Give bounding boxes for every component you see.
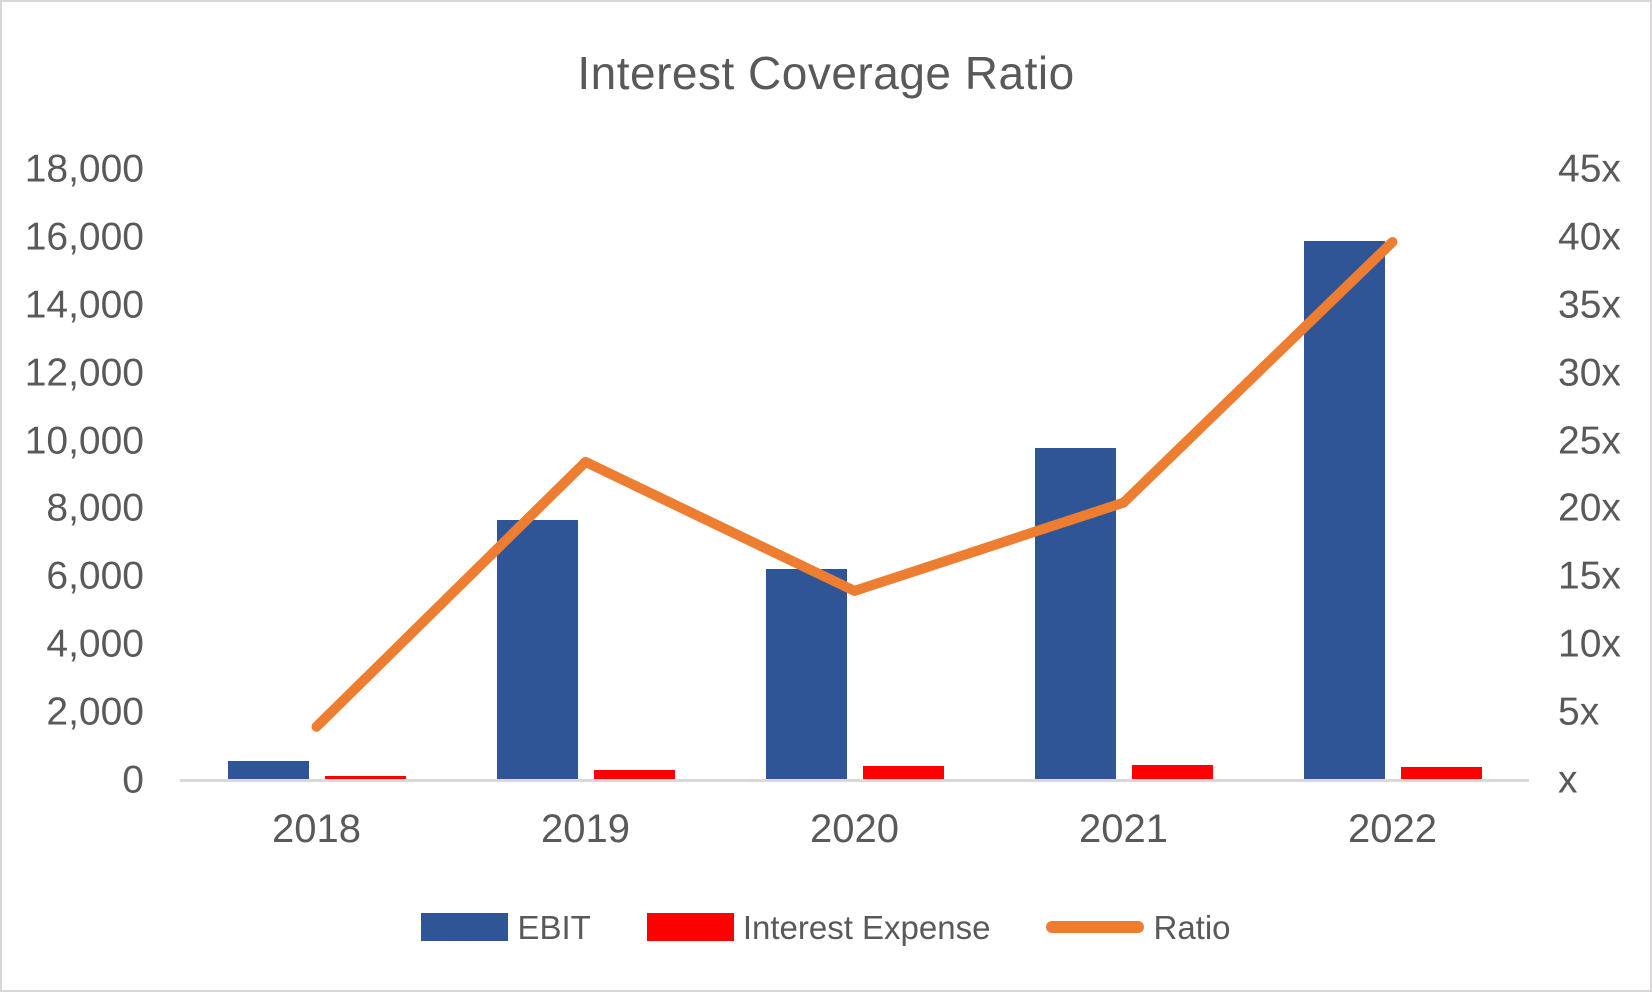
bar-interest-expense-2019: [593, 769, 675, 781]
left-axis-tick: 18,000: [24, 147, 144, 191]
left-axis-tick: 0: [122, 758, 144, 802]
bar-ebit-2019: [496, 519, 578, 781]
legend-swatch-bar-icon: [421, 913, 509, 941]
left-axis-tick: 8,000: [46, 487, 144, 531]
left-axis-tick: 10,000: [24, 419, 144, 463]
legend-item-ebit: EBIT: [421, 908, 591, 946]
bar-ebit-2021: [1034, 448, 1116, 781]
x-axis-label-2022: 2022: [1348, 807, 1437, 851]
right-axis-tick: 45x: [1558, 147, 1621, 191]
legend-label: EBIT: [517, 908, 591, 946]
bar-interest-expense-2022: [1400, 767, 1482, 781]
bar-interest-expense-2020: [862, 766, 944, 781]
right-axis-tick: 35x: [1558, 283, 1621, 327]
left-axis-tick: 2,000: [46, 690, 144, 734]
left-axis-tick: 14,000: [24, 283, 144, 327]
legend-label: Interest Expense: [742, 908, 991, 946]
x-axis-label-2020: 2020: [810, 807, 899, 851]
legend-label: Ratio: [1153, 908, 1231, 946]
ratio-line: [311, 236, 1398, 732]
right-axis-tick: 20x: [1558, 487, 1621, 531]
x-axis-label-2018: 2018: [272, 807, 361, 851]
right-axis-tick: x: [1558, 758, 1578, 802]
legend-swatch-line-icon: [1046, 921, 1145, 933]
right-axis-tick: 10x: [1558, 622, 1621, 666]
legend-item-ratio: Ratio: [1046, 908, 1231, 946]
x-axis-label-2021: 2021: [1079, 807, 1168, 851]
right-axis-tick: 15x: [1558, 555, 1621, 599]
x-axis-line: [180, 779, 1529, 782]
left-axis-tick: 6,000: [46, 555, 144, 599]
legend: EBIT Interest Expense Ratio: [2, 899, 1650, 955]
chart-title: Interest Coverage Ratio: [577, 47, 1075, 99]
bar-interest-expense-2021: [1131, 764, 1213, 781]
right-axis-tick: 30x: [1558, 351, 1621, 395]
left-axis-tick: 4,000: [46, 622, 144, 666]
bar-ebit-2022: [1303, 241, 1385, 781]
legend-item-interest-expense: Interest Expense: [646, 908, 991, 946]
left-axis-tick: 12,000: [24, 351, 144, 395]
right-axis-tick: 5x: [1558, 690, 1600, 734]
right-axis-tick: 40x: [1558, 215, 1621, 259]
left-axis-tick: 16,000: [24, 215, 144, 259]
legend-swatch-bar-icon: [646, 913, 734, 941]
bar-interest-expense-2018: [324, 775, 406, 781]
right-axis-tick: 25x: [1558, 419, 1621, 463]
x-axis-label-2019: 2019: [541, 807, 630, 851]
bar-ebit-2020: [765, 568, 847, 781]
bar-ebit-2018: [227, 760, 309, 781]
